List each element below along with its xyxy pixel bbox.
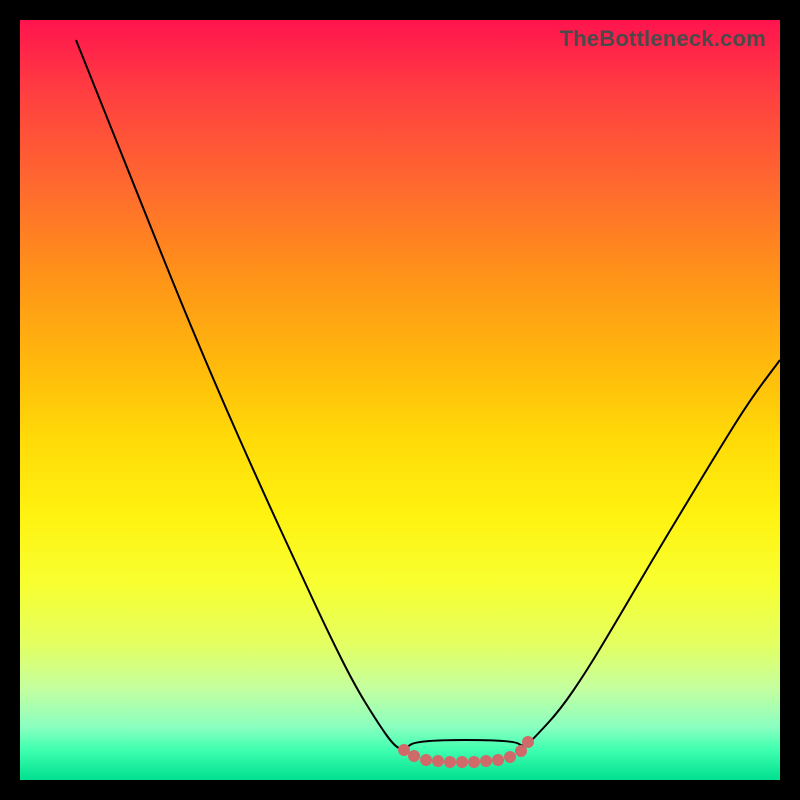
trough-dot [522,736,534,748]
chart-frame: TheBottleneck.com [0,0,800,800]
trough-dot [420,754,432,766]
trough-dot [468,756,480,768]
trough-dot [504,751,516,763]
watermark-text: TheBottleneck.com [560,26,766,52]
trough-dot [492,754,504,766]
curve-layer [20,20,780,780]
trough-dot [432,755,444,767]
trough-dot [480,755,492,767]
trough-dot [408,750,420,762]
trough-dot [456,756,468,768]
trough-dot [444,756,456,768]
bottleneck-curve [76,40,780,749]
trough-dot [398,744,410,756]
plot-area: TheBottleneck.com [20,20,780,780]
